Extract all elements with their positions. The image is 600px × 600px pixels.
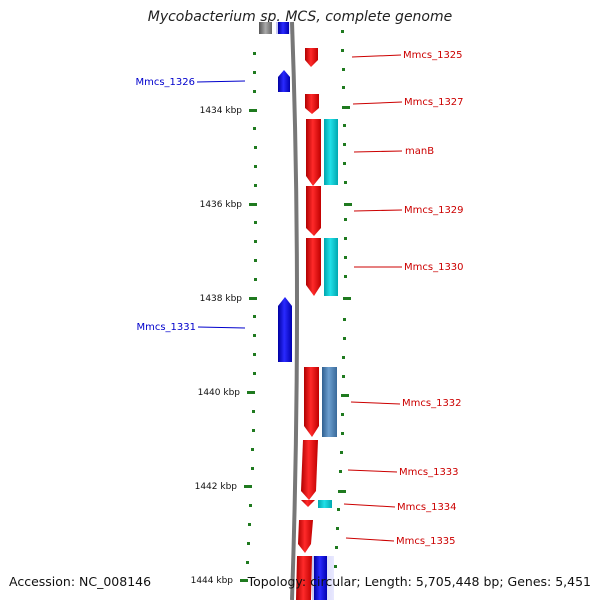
- gene-label: manB: [405, 146, 434, 157]
- major-tick-1438: 1438 kbp: [200, 294, 257, 304]
- gene-label: Mmcs_1325: [403, 50, 463, 61]
- label-manB[interactable]: manB: [353, 146, 434, 157]
- minor-ticks-right: [334, 30, 347, 568]
- tick-label: 1436 kbp: [200, 200, 243, 210]
- label-Mmcs_1329[interactable]: Mmcs_1329: [353, 205, 464, 216]
- major-ticks-right: [338, 106, 352, 493]
- tick-label: 1442 kbp: [195, 482, 238, 492]
- gene-Mmcs_1334[interactable]: [301, 500, 315, 507]
- label-Mmcs_1334[interactable]: Mmcs_1334: [343, 502, 457, 513]
- partial-feature-blue-top[interactable]: [278, 22, 289, 34]
- tick-label: 1438 kbp: [200, 294, 243, 304]
- label-Mmcs_1335[interactable]: Mmcs_1335: [345, 536, 456, 547]
- gene-Mmcs_1333[interactable]: [301, 440, 318, 500]
- major-tick-1442: 1442 kbp: [195, 482, 252, 492]
- partial-feature-gray-top[interactable]: [259, 22, 272, 34]
- major-tick-1444: 1444 kbp: [191, 576, 248, 586]
- label-Mmcs_1330[interactable]: Mmcs_1330: [354, 262, 464, 273]
- gene-Mmcs_1335[interactable]: [298, 520, 313, 553]
- gene-Mmcs_1332[interactable]: [304, 367, 319, 437]
- label-Mmcs_1332[interactable]: Mmcs_1332: [350, 398, 462, 409]
- gene-label: Mmcs_1330: [404, 262, 464, 273]
- tick-label: 1440 kbp: [198, 388, 241, 398]
- major-tick-1436: 1436 kbp: [200, 200, 257, 210]
- gene-Mmcs_1331[interactable]: [278, 297, 292, 362]
- label-Mmcs_1327[interactable]: Mmcs_1327: [352, 97, 464, 108]
- tick-label: 1434 kbp: [200, 106, 243, 116]
- gene-Mmcs_1327[interactable]: [305, 94, 319, 114]
- map-title: Mycobacterium sp. MCS, complete genome: [147, 9, 453, 25]
- gene-Mmcs_1326[interactable]: [278, 70, 290, 92]
- label-Mmcs_1333[interactable]: Mmcs_1333: [347, 467, 459, 478]
- genome-backbone: [290, 21, 299, 600]
- gene-label: Mmcs_1333: [399, 467, 459, 478]
- feature-manB[interactable]: [324, 119, 338, 185]
- gene-label: Mmcs_1334: [397, 502, 457, 513]
- gene-Mmcs_1330[interactable]: [306, 238, 321, 296]
- accession-text: Accession: NC_008146: [9, 574, 152, 589]
- partial-feature-blue-bottom[interactable]: [314, 556, 327, 600]
- major-tick-1434: 1434 kbp: [200, 106, 257, 116]
- gene-label: Mmcs_1326: [135, 77, 195, 88]
- gene-label: Mmcs_1335: [396, 536, 456, 547]
- minor-ticks-left: [246, 52, 257, 564]
- gene-label: Mmcs_1327: [404, 97, 464, 108]
- gene-partial-bottom-red[interactable]: [296, 556, 312, 600]
- feature-Mmcs_1332[interactable]: [322, 367, 337, 437]
- gene-label: Mmcs_1329: [404, 205, 464, 216]
- feature-Mmcs_1334[interactable]: [318, 500, 332, 508]
- gene-label: Mmcs_1331: [136, 322, 196, 333]
- label-Mmcs_1325[interactable]: Mmcs_1325: [351, 50, 463, 61]
- genome-summary-text: Topology: circular; Length: 5,705,448 bp…: [247, 574, 591, 589]
- gene-Mmcs_1325[interactable]: [305, 48, 318, 67]
- major-tick-1440: 1440 kbp: [198, 388, 255, 398]
- tick-label: 1444 kbp: [191, 576, 234, 586]
- gene-label: Mmcs_1332: [402, 398, 462, 409]
- label-Mmcs_1326[interactable]: Mmcs_1326: [135, 77, 246, 88]
- label-Mmcs_1331[interactable]: Mmcs_1331: [136, 322, 246, 333]
- gene-Mmcs_1329[interactable]: [306, 186, 321, 236]
- feature-Mmcs_1330[interactable]: [324, 238, 338, 296]
- gene-manB[interactable]: [306, 119, 321, 186]
